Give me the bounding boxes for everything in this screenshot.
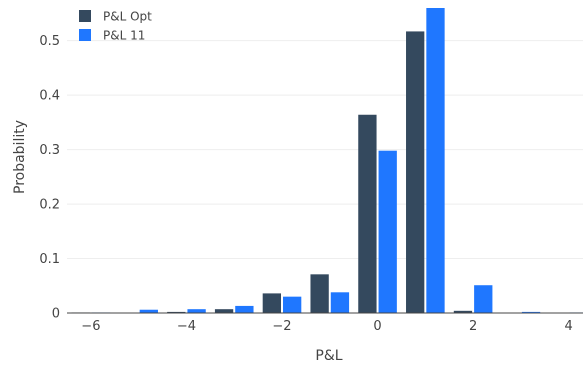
y-tick-label: 0.4 [39, 89, 60, 104]
legend-swatch [79, 29, 91, 41]
bar-pl-opt[interactable] [262, 293, 281, 313]
x-tick-label: −4 [177, 319, 196, 334]
bar-pl-opt[interactable] [453, 310, 473, 313]
x-tick-label: −6 [81, 319, 100, 334]
x-tick-label: 2 [469, 319, 477, 334]
bar-pl-11[interactable] [521, 311, 541, 313]
bar-pl-11[interactable] [187, 309, 206, 313]
bar-pl-11[interactable] [378, 150, 397, 313]
bar-pl-11[interactable] [283, 296, 302, 313]
grid-lines [67, 40, 583, 260]
bar-pl-opt[interactable] [310, 274, 329, 313]
legend-swatch [79, 10, 91, 22]
bar-pl-opt[interactable] [406, 31, 425, 313]
bar-pl-11[interactable] [330, 292, 350, 313]
bar-pl-11[interactable] [235, 305, 254, 313]
x-axis-title: P&L [315, 348, 342, 364]
legend[interactable]: P&L Opt P&L 11 [79, 10, 152, 43]
bar-pl-11[interactable] [474, 285, 493, 313]
axes: 0 0.1 0.2 0.3 0.4 0.5 −6 −4 −2 0 2 4 [39, 34, 583, 334]
bar-pl-11[interactable] [139, 309, 158, 313]
y-tick-label: 0.3 [39, 143, 60, 158]
bar-pl-opt[interactable] [214, 309, 234, 313]
legend-item[interactable]: P&L Opt [79, 10, 152, 24]
legend-label: P&L 11 [103, 29, 145, 43]
x-tick-label: 0 [373, 319, 381, 334]
legend-item[interactable]: P&L 11 [79, 29, 145, 43]
x-tick-label: −2 [272, 319, 291, 334]
bar-pl-opt[interactable] [167, 311, 186, 313]
y-tick-label: 0.1 [39, 252, 60, 267]
y-axis-title: Probability [12, 120, 28, 194]
x-tick-label: 4 [565, 319, 573, 334]
y-tick-label: 0.5 [39, 34, 60, 49]
bars [71, 8, 583, 313]
legend-label: P&L Opt [103, 10, 152, 24]
y-tick-label: 0 [52, 307, 60, 322]
bar-pl-11[interactable] [426, 8, 445, 313]
y-tick-label: 0.2 [39, 198, 60, 213]
bar-pl-opt[interactable] [358, 114, 377, 313]
